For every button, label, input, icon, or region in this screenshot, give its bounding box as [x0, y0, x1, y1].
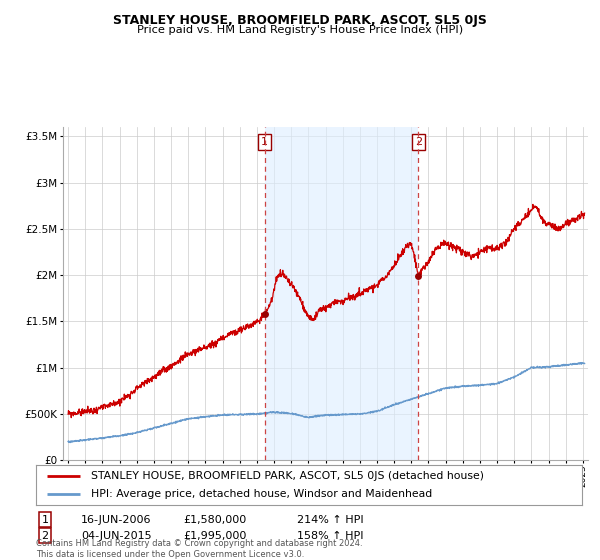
Bar: [265, 127, 418, 460]
Text: 158% ↑ HPI: 158% ↑ HPI: [297, 531, 364, 541]
Text: 04-JUN-2015: 04-JUN-2015: [81, 531, 152, 541]
Text: 1: 1: [41, 515, 49, 525]
Text: Contains HM Land Registry data © Crown copyright and database right 2024.
This d: Contains HM Land Registry data © Crown c…: [36, 539, 362, 559]
Text: £1,995,000: £1,995,000: [183, 531, 247, 541]
Text: Price paid vs. HM Land Registry's House Price Index (HPI): Price paid vs. HM Land Registry's House …: [137, 25, 463, 35]
Text: 16-JUN-2006: 16-JUN-2006: [81, 515, 151, 525]
Text: HPI: Average price, detached house, Windsor and Maidenhead: HPI: Average price, detached house, Wind…: [91, 489, 432, 499]
Text: STANLEY HOUSE, BROOMFIELD PARK, ASCOT, SL5 0JS (detached house): STANLEY HOUSE, BROOMFIELD PARK, ASCOT, S…: [91, 471, 484, 480]
Text: £1,580,000: £1,580,000: [183, 515, 246, 525]
Text: 1: 1: [261, 137, 268, 147]
Text: 214% ↑ HPI: 214% ↑ HPI: [297, 515, 364, 525]
Text: STANLEY HOUSE, BROOMFIELD PARK, ASCOT, SL5 0JS: STANLEY HOUSE, BROOMFIELD PARK, ASCOT, S…: [113, 14, 487, 27]
Text: 2: 2: [41, 531, 49, 541]
Text: 2: 2: [415, 137, 422, 147]
